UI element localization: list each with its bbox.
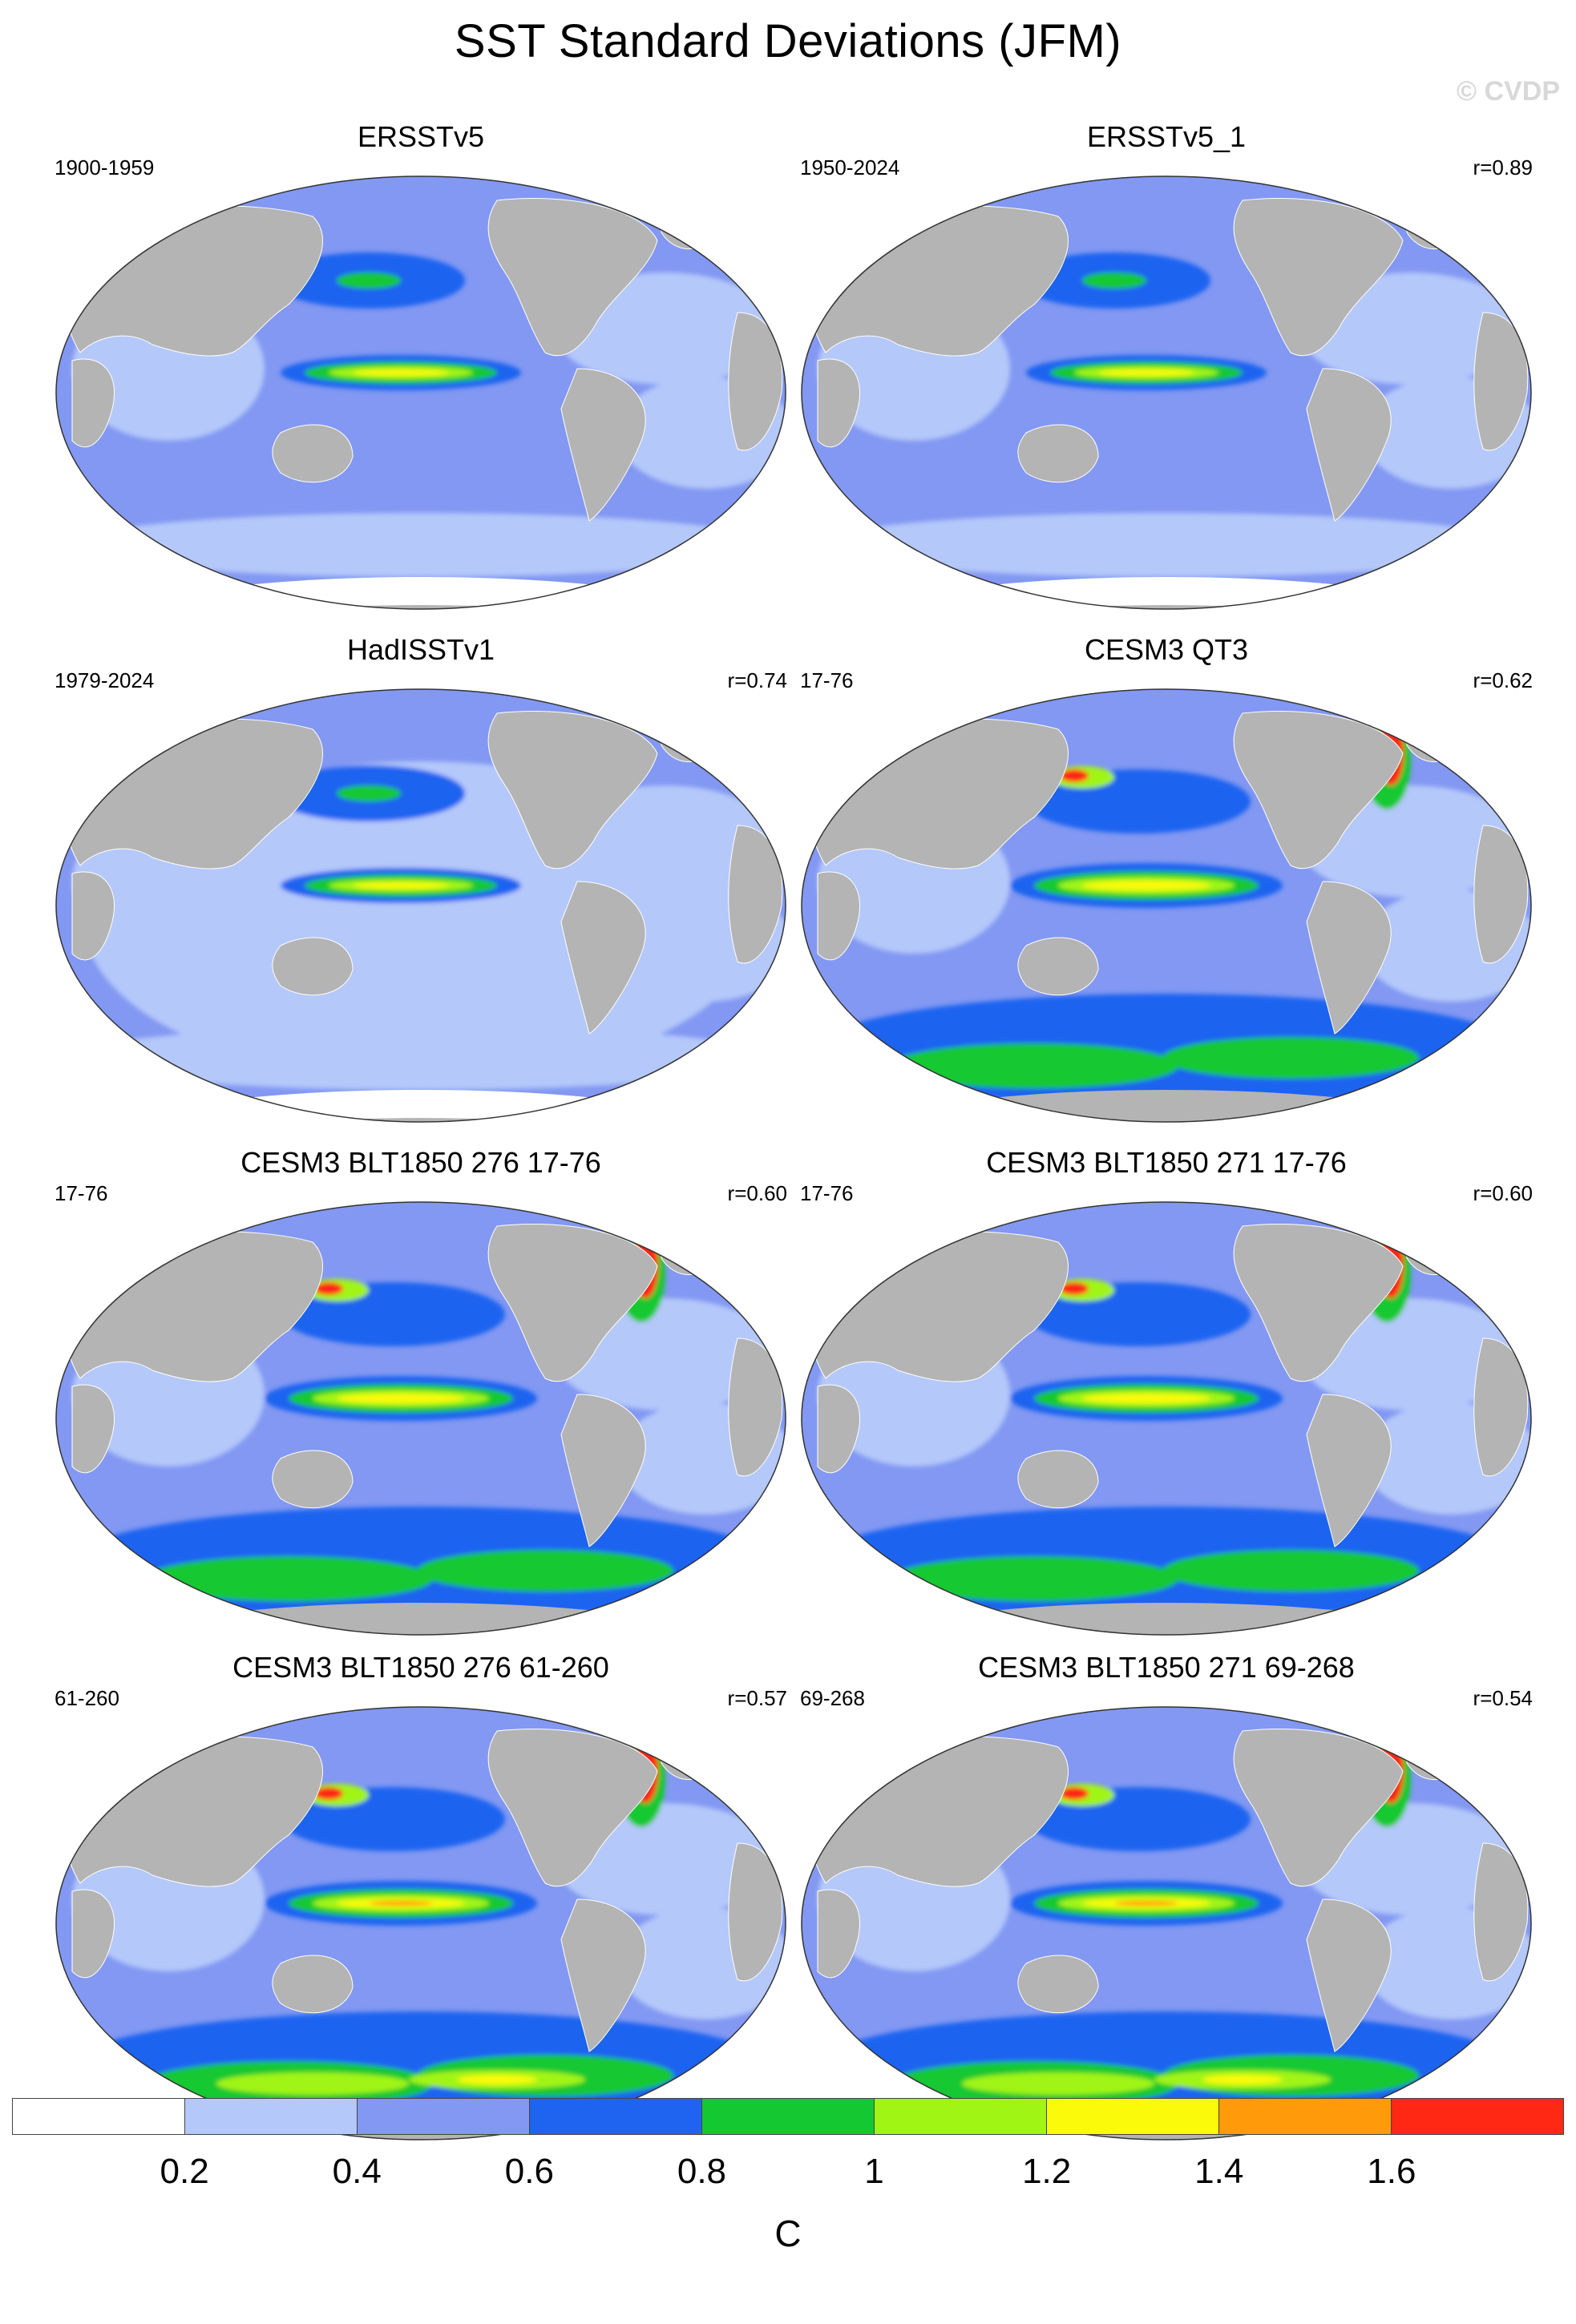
colorbar-swatch xyxy=(701,2099,874,2134)
panel-title: CESM3 BLT1850 271 69-268 xyxy=(978,1651,1355,1684)
panel-title: CESM3 BLT1850 276 17-76 xyxy=(240,1146,601,1179)
colorbar-tick-label: 1.6 xyxy=(1367,2152,1416,2191)
colorbar-swatch xyxy=(13,2099,184,2134)
colorbar-tick-label: 0.2 xyxy=(160,2152,209,2191)
colorbar-swatch xyxy=(357,2099,529,2134)
colorbar-swatch xyxy=(184,2099,357,2134)
panel-period: 69-268 xyxy=(800,1686,865,1710)
colorbar-tick-label: 0.8 xyxy=(677,2152,727,2191)
panel-correlation: r=0.57 xyxy=(727,1686,787,1710)
colorbar-swatch xyxy=(1218,2099,1391,2134)
colorbar-tick-label: 1.4 xyxy=(1194,2152,1244,2191)
panel-period: 1900-1959 xyxy=(55,155,155,180)
colorbar-swatch xyxy=(529,2099,701,2134)
sst-map xyxy=(55,1201,786,1636)
panel-title: CESM3 BLT1850 276 61-260 xyxy=(232,1651,609,1684)
panel-period: 1979-2024 xyxy=(55,668,155,692)
panel-title: CESM3 BLT1850 271 17-76 xyxy=(986,1146,1347,1179)
panel-title: CESM3 QT3 xyxy=(1084,633,1249,666)
map-panel: CESM3 BLT1850 271 69-268 69-268 r=0.54 xyxy=(794,1651,1539,2148)
panel-period: 17-76 xyxy=(800,668,854,692)
colorbar-tick-label: 0.4 xyxy=(332,2152,382,2191)
colorbar-swatch xyxy=(1046,2099,1218,2134)
panel-correlation: r=0.60 xyxy=(1473,1181,1533,1205)
map-panel: CESM3 BLT1850 276 61-260 61-260 r=0.57 xyxy=(48,1651,794,2148)
colorbar-tick-label: 0.6 xyxy=(504,2152,554,2191)
panel-period: 61-260 xyxy=(55,1686,119,1710)
map-panel: CESM3 QT3 17-76 r=0.62 xyxy=(794,633,1539,1130)
panel-correlation: r=0.54 xyxy=(1473,1686,1533,1710)
map-panel: ERSSTv5 1900-1959 xyxy=(48,120,794,617)
map-panel: CESM3 BLT1850 276 17-76 17-76 r=0.60 xyxy=(48,1146,794,1643)
sst-map xyxy=(801,688,1532,1123)
panel-correlation: r=0.60 xyxy=(727,1181,787,1205)
panel-period: 17-76 xyxy=(55,1181,108,1205)
panel-period: 1950-2024 xyxy=(800,155,900,180)
panel-title: ERSSTv5_1 xyxy=(1086,120,1247,153)
map-panel: ERSSTv5_1 1950-2024 r=0.89 xyxy=(794,120,1539,617)
colorbar-unit: C xyxy=(774,2213,802,2254)
sst-map xyxy=(55,688,786,1123)
sst-map xyxy=(55,176,786,610)
sst-map xyxy=(801,1706,1532,2140)
panel-correlation: r=0.62 xyxy=(1473,668,1533,692)
colorbar-swatch xyxy=(874,2099,1046,2134)
sst-map xyxy=(801,176,1532,610)
panel-title: HadISSTv1 xyxy=(346,633,495,666)
panel-title: ERSSTv5 xyxy=(357,120,485,153)
colorbar-tick-label: 1 xyxy=(864,2152,884,2191)
panel-correlation: r=0.74 xyxy=(727,668,787,692)
colorbar-tick-label: 1.2 xyxy=(1022,2152,1072,2191)
figure-title: SST Standard Deviations (JFM) xyxy=(454,15,1122,67)
sst-map xyxy=(801,1201,1532,1636)
colorbar-swatch xyxy=(1391,2099,1563,2134)
colorbar xyxy=(12,2098,1564,2135)
map-panel: CESM3 BLT1850 271 17-76 17-76 r=0.60 xyxy=(794,1146,1539,1643)
watermark: © CVDP xyxy=(1457,76,1560,107)
sst-map xyxy=(55,1706,786,2140)
panel-period: 17-76 xyxy=(800,1181,854,1205)
panel-correlation: r=0.89 xyxy=(1473,155,1533,180)
map-panel: HadISSTv1 1979-2024 r=0.74 xyxy=(48,633,794,1130)
